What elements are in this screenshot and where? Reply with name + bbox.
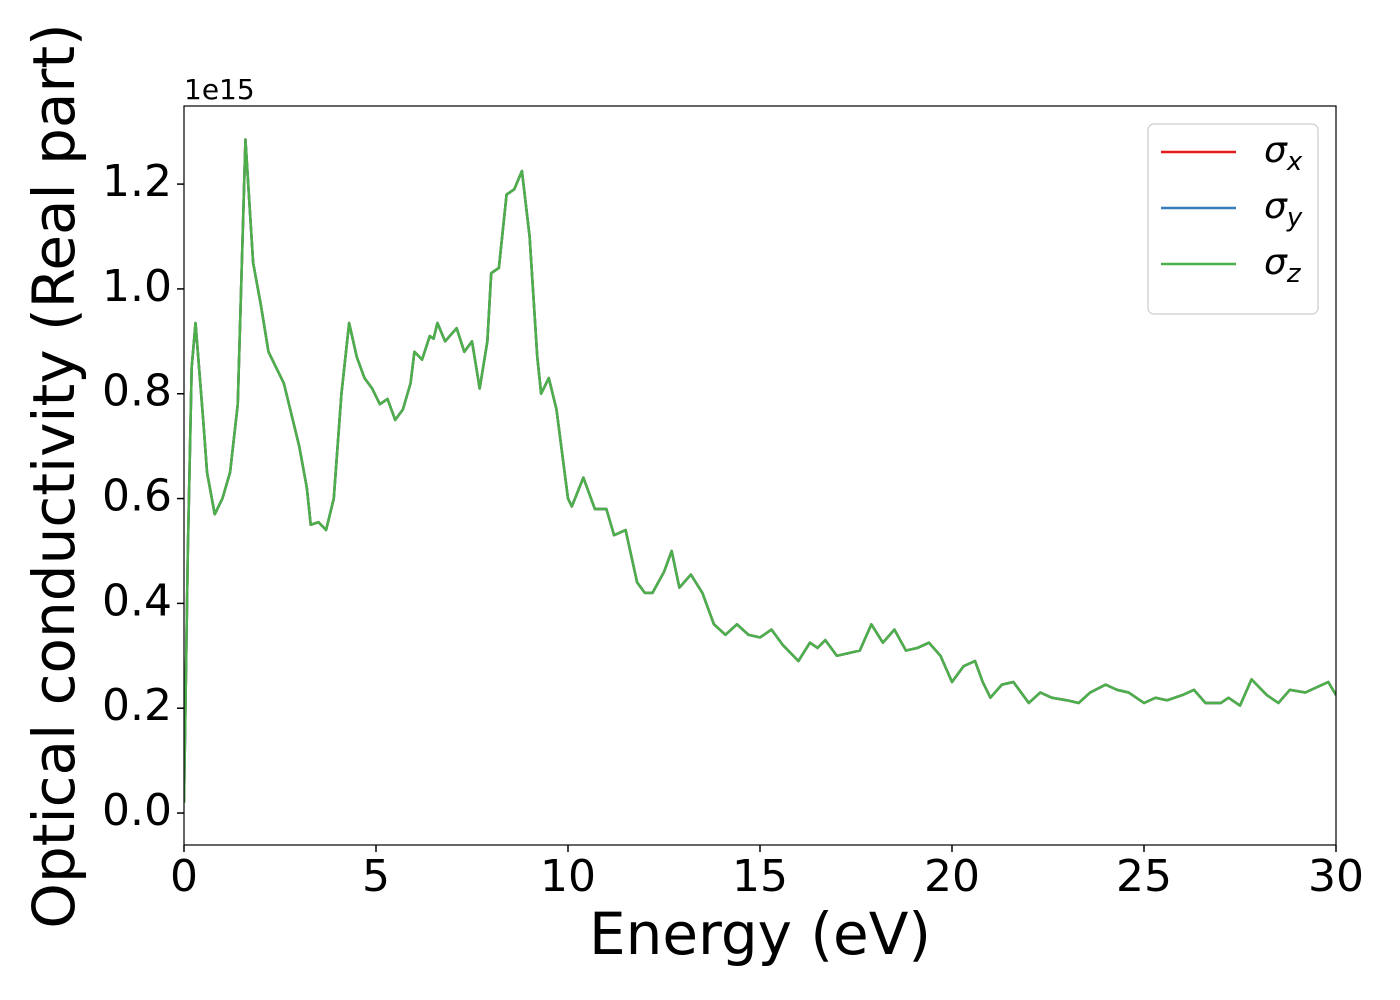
x-axis-label: Energy (eV) (589, 900, 931, 968)
legend-box (1147, 123, 1319, 315)
x-tick-label: 0 (170, 851, 198, 902)
x-tick-label: 30 (1308, 851, 1364, 902)
x-tick-label: 25 (1116, 851, 1172, 902)
legend-label: σx (1264, 130, 1303, 177)
y-tick-label: 1.2 (102, 156, 172, 207)
y-tick-label: 0.4 (102, 575, 172, 626)
y-axis-label: Optical conductivity (Real part) (20, 23, 88, 928)
x-tick-label: 15 (732, 851, 788, 902)
y-offset-label: 1e15 (184, 73, 255, 106)
x-tick-label: 10 (540, 851, 596, 902)
x-tick-label: 5 (362, 851, 390, 902)
y-tick-label: 1.0 (102, 261, 172, 312)
y-tick-label: 0.6 (102, 471, 172, 522)
series-line (184, 138, 1336, 803)
legend-label: σz (1264, 242, 1302, 289)
x-tick-label: 20 (924, 851, 980, 902)
plot-frame (183, 105, 1337, 846)
y-tick-label: 0.2 (102, 680, 172, 731)
legend-label: σy (1264, 186, 1303, 233)
y-tick-label: 0.8 (102, 366, 172, 417)
y-tick-label: 0.0 (102, 785, 172, 836)
